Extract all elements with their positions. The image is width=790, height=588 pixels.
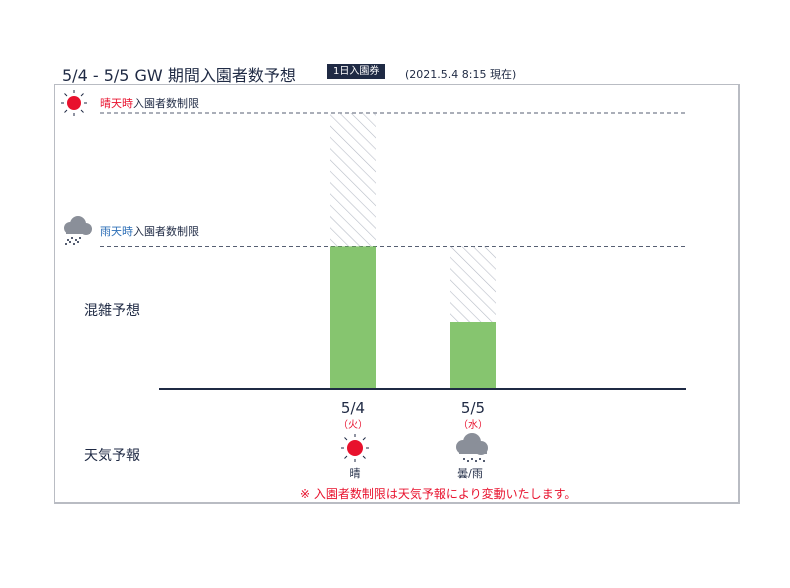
weekday-label-2: （水）: [458, 419, 488, 431]
cloud-rain-icon: [64, 216, 92, 245]
cloud-rain-icon: [456, 433, 488, 462]
category-label-1: 5/4: [341, 399, 365, 417]
sun-icon: [341, 434, 369, 462]
limit-note: ※ 入園者数制限は天気予報により変動いたします。: [300, 486, 576, 501]
weather-forecast-label: 天気予報: [84, 448, 140, 464]
rainy-limit-suffix: 入園者数制限: [133, 225, 199, 238]
svg-text:雨天時入園者数制限: 雨天時入園者数制限: [100, 225, 199, 238]
crowd-forecast-label: 混雑予想: [84, 303, 140, 319]
weekday-label-1: （火）: [338, 419, 368, 431]
page-title: 5/4 - 5/5 GW 期間入園者数予想: [62, 66, 296, 85]
capacity-headroom-1: [330, 113, 376, 247]
rainy-limit-prefix: 雨天時: [100, 225, 133, 238]
rainy-limit-legend: 雨天時入園者数制限: [64, 216, 199, 245]
bar-2: [450, 322, 496, 388]
capacity-headroom-2: [450, 246, 496, 322]
sunny-limit-legend: 晴天時入園者数制限: [61, 90, 199, 116]
chart-panel: [54, 84, 740, 504]
category-label-2: 5/5: [461, 399, 485, 417]
weather-label-day1: 晴: [350, 467, 361, 480]
sun-icon: [61, 90, 87, 116]
as-of-timestamp: (2021.5.4 8:15 現在): [405, 68, 517, 81]
ticket-type-badge: 1日入園券: [327, 64, 386, 79]
category-labels: 5/4 （火） 5/5 （水）: [338, 399, 488, 431]
bar-1: [330, 246, 376, 388]
bars-group: [330, 113, 496, 388]
svg-text:晴天時入園者数制限: 晴天時入園者数制限: [100, 97, 199, 110]
weather-label-day2: 曇/雨: [457, 467, 483, 480]
sunny-limit-suffix: 入園者数制限: [133, 97, 199, 110]
sunny-limit-prefix: 晴天時: [100, 97, 133, 110]
